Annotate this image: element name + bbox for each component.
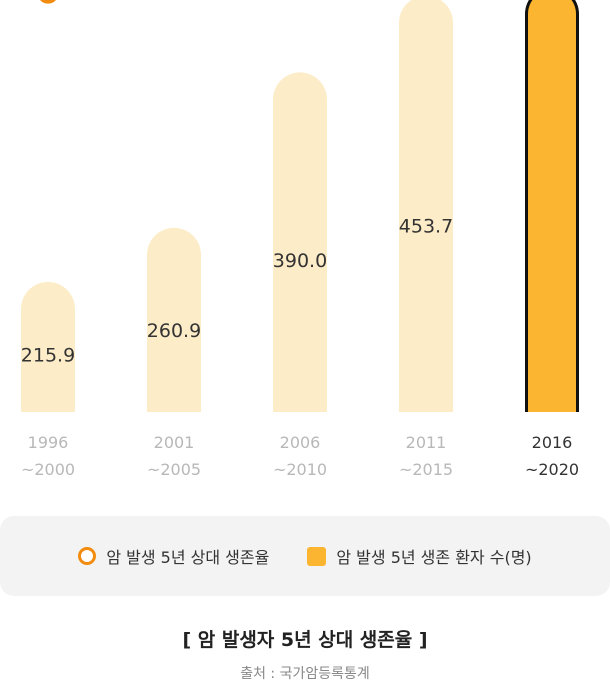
legend-square-marker bbox=[307, 546, 327, 566]
bar-1 bbox=[147, 227, 201, 412]
tick-label-1-line2: ~2005 bbox=[147, 460, 201, 479]
legend-item-patient-count: 암 발생 5년 생존 환자 수(명) bbox=[307, 544, 532, 568]
chart-title: [ 암 발생자 5년 상대 생존율 ] bbox=[182, 629, 428, 651]
bar-value-label-1: 260.9 bbox=[147, 320, 201, 342]
line-point-0 bbox=[40, 0, 56, 4]
tick-label-1-line1: 2001 bbox=[154, 433, 195, 452]
legend-label-patient-count: 암 발생 5년 생존 환자 수(명) bbox=[336, 548, 532, 567]
tick-label-4-line2: ~2020 bbox=[525, 460, 579, 479]
bar-3 bbox=[399, 0, 453, 412]
tick-label-2-line1: 2006 bbox=[280, 433, 321, 452]
legend: 암 발생 5년 상대 생존율 암 발생 5년 생존 환자 수(명) bbox=[0, 516, 610, 596]
bar-value-label-2: 390.0 bbox=[273, 250, 327, 272]
tick-label-4-line1: 2016 bbox=[532, 433, 573, 452]
chart-source: 출처 : 국가암등록통계 bbox=[240, 666, 370, 682]
bar-0 bbox=[21, 281, 75, 412]
tick-label-0-line2: ~2000 bbox=[21, 460, 75, 479]
legend-item-survival-rate: 암 발생 5년 상대 생존율 bbox=[78, 544, 269, 568]
bar-4 bbox=[528, 0, 576, 412]
chart-area: 215.9260.9390.0453.7461.045.2%54.1%65.5%… bbox=[21, 0, 579, 479]
bar-value-label-3: 453.7 bbox=[399, 216, 453, 238]
legend-circle-marker bbox=[78, 547, 97, 565]
tick-label-3-line2: ~2015 bbox=[399, 460, 453, 479]
tick-label-2-line2: ~2010 bbox=[273, 460, 327, 479]
tick-label-3-line1: 2011 bbox=[406, 433, 447, 452]
tick-label-0-line1: 1996 bbox=[28, 433, 69, 452]
bar-2 bbox=[273, 72, 327, 412]
bar-value-label-0: 215.9 bbox=[21, 344, 75, 366]
legend-label-survival-rate: 암 발생 5년 상대 생존율 bbox=[106, 548, 270, 567]
